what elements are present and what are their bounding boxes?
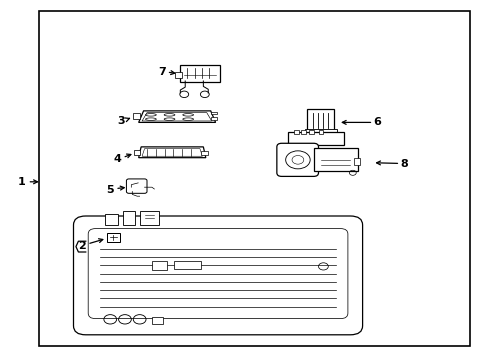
Bar: [175, 72, 182, 78]
Bar: [354, 158, 360, 165]
Text: 1: 1: [18, 177, 26, 187]
Text: 7: 7: [158, 67, 166, 77]
Ellipse shape: [146, 118, 156, 120]
Bar: [309, 130, 314, 134]
Text: 2: 2: [78, 240, 86, 251]
Polygon shape: [139, 147, 206, 158]
Ellipse shape: [146, 113, 156, 116]
Bar: [318, 130, 323, 134]
Bar: [294, 130, 299, 134]
Ellipse shape: [183, 113, 194, 116]
Bar: [152, 317, 163, 324]
Polygon shape: [142, 113, 212, 121]
Polygon shape: [142, 149, 202, 156]
Ellipse shape: [164, 118, 175, 120]
Bar: [301, 130, 306, 134]
FancyBboxPatch shape: [305, 129, 337, 136]
Bar: [134, 150, 140, 155]
Bar: [105, 214, 118, 225]
Text: 3: 3: [118, 116, 125, 126]
Bar: [211, 112, 217, 114]
FancyBboxPatch shape: [307, 109, 334, 131]
FancyBboxPatch shape: [88, 229, 348, 319]
FancyBboxPatch shape: [180, 65, 220, 82]
FancyBboxPatch shape: [107, 233, 120, 242]
Ellipse shape: [183, 118, 194, 120]
Bar: [140, 211, 159, 225]
Bar: [211, 117, 217, 120]
Bar: [152, 261, 167, 270]
Bar: [39, 11, 470, 346]
FancyBboxPatch shape: [126, 179, 147, 193]
Polygon shape: [139, 111, 216, 122]
Text: 5: 5: [106, 185, 114, 195]
Bar: [133, 113, 140, 119]
FancyBboxPatch shape: [288, 132, 344, 145]
Bar: [122, 211, 135, 225]
FancyBboxPatch shape: [277, 143, 318, 176]
FancyBboxPatch shape: [314, 148, 358, 171]
Text: 4: 4: [114, 154, 122, 164]
Text: 8: 8: [400, 159, 408, 169]
Text: 6: 6: [373, 117, 381, 127]
Bar: [174, 261, 201, 269]
FancyBboxPatch shape: [74, 216, 363, 335]
Ellipse shape: [164, 113, 175, 116]
Bar: [201, 151, 208, 155]
